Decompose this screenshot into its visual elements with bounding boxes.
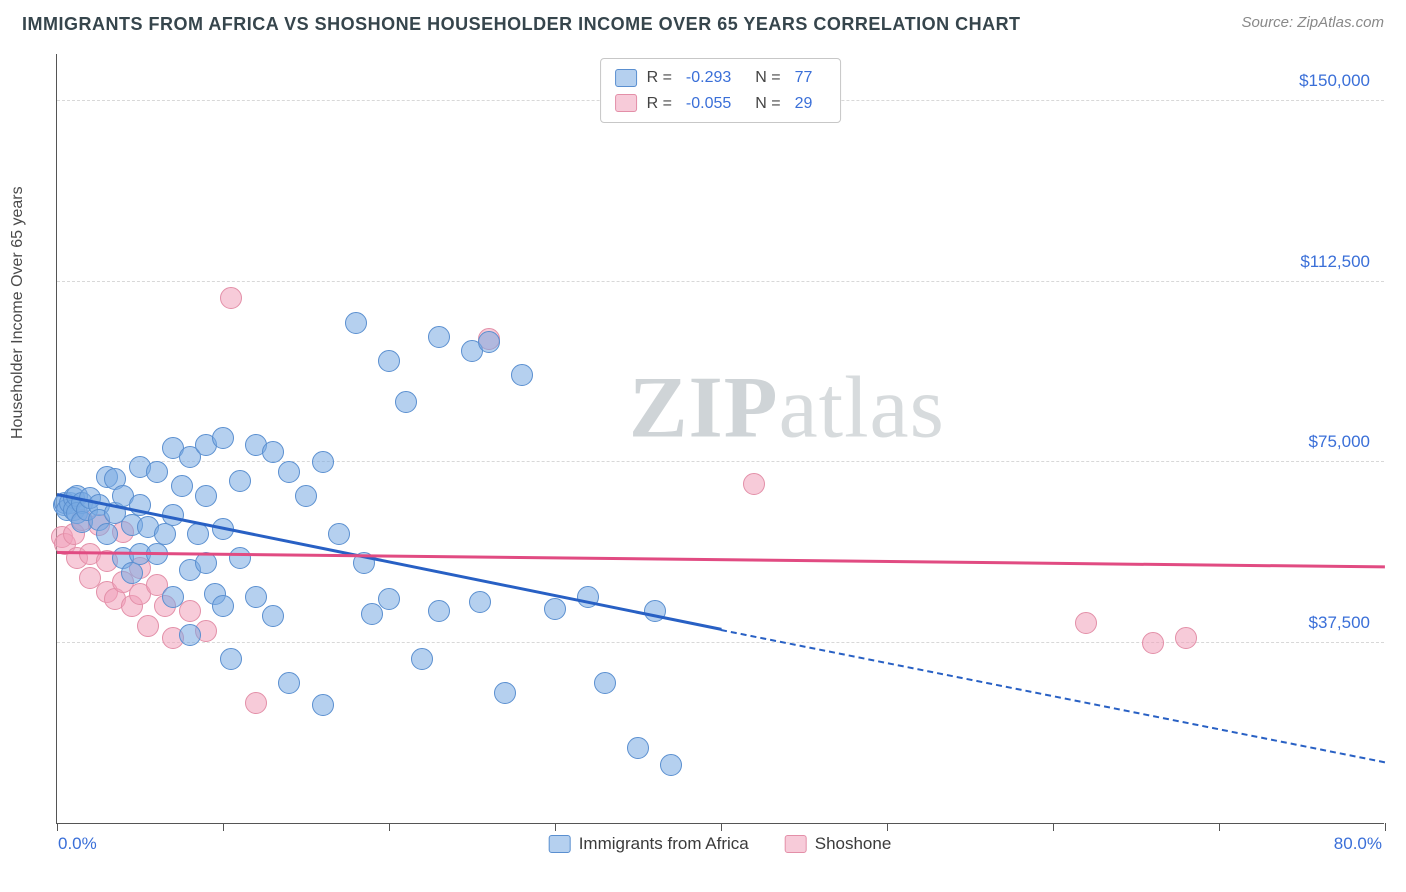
r-label-1: R = [647,65,672,91]
data-point [278,461,300,483]
data-point [428,326,450,348]
x-tick [721,823,722,831]
chart-container: Householder Income Over 65 years ZIPatla… [56,54,1384,824]
x-axis-max-label: 80.0% [1334,834,1382,854]
n-value-1: 77 [795,65,813,91]
watermark-bold: ZIP [629,359,779,456]
y-tick-label: $112,500 [1300,252,1370,272]
x-tick [223,823,224,831]
data-point [544,598,566,620]
data-point [245,692,267,714]
y-tick-label: $37,500 [1309,613,1370,633]
plot-area: ZIPatlas R = -0.293 N = 77 R = -0.055 N … [56,54,1384,824]
n-label-1: N = [755,65,780,91]
data-point [212,595,234,617]
data-point [212,427,234,449]
legend-label-series1: Immigrants from Africa [579,834,749,854]
data-point [511,364,533,386]
x-tick [1219,823,1220,831]
data-point [1075,612,1097,634]
data-point [220,648,242,670]
data-point [171,475,193,497]
series-legend: Immigrants from Africa Shoshone [549,834,892,854]
r-value-2: -0.055 [686,91,731,117]
legend-row-series1: R = -0.293 N = 77 [615,65,827,91]
data-point [312,451,334,473]
data-point [262,441,284,463]
data-point [627,737,649,759]
data-point [428,600,450,622]
data-point [411,648,433,670]
legend-item-series1: Immigrants from Africa [549,834,749,854]
correlation-legend: R = -0.293 N = 77 R = -0.055 N = 29 [600,58,842,123]
n-value-2: 29 [795,91,813,117]
n-label-2: N = [755,91,780,117]
data-point [220,287,242,309]
data-point [1142,632,1164,654]
data-point [96,523,118,545]
watermark: ZIPatlas [629,357,945,458]
data-point [1175,627,1197,649]
x-tick [57,823,58,831]
y-axis-title: Householder Income Over 65 years [9,186,27,439]
data-point [121,562,143,584]
data-point [262,605,284,627]
legend-row-series2: R = -0.055 N = 29 [615,91,827,117]
data-point [378,350,400,372]
legend-label-series2: Shoshone [815,834,892,854]
x-tick [389,823,390,831]
data-point [229,547,251,569]
regression-line [57,551,1385,568]
data-point [395,391,417,413]
data-point [743,473,765,495]
data-point [469,591,491,613]
data-point [378,588,400,610]
data-point [179,600,201,622]
swatch-series2-b [785,835,807,853]
regression-line-extrapolated [721,629,1385,763]
data-point [328,523,350,545]
y-tick-label: $75,000 [1309,432,1370,452]
data-point [594,672,616,694]
data-point [162,586,184,608]
data-point [146,461,168,483]
data-point [154,523,176,545]
data-point [137,615,159,637]
legend-item-series2: Shoshone [785,834,892,854]
swatch-series1-b [549,835,571,853]
data-point [229,470,251,492]
x-tick [1385,823,1386,831]
x-tick [1053,823,1054,831]
data-point [278,672,300,694]
data-point [312,694,334,716]
chart-title: IMMIGRANTS FROM AFRICA VS SHOSHONE HOUSE… [22,14,1021,35]
r-label-2: R = [647,91,672,117]
data-point [195,485,217,507]
gridline [57,281,1384,282]
watermark-light: atlas [779,359,945,456]
data-point [179,624,201,646]
data-point [478,331,500,353]
data-point [345,312,367,334]
data-point [494,682,516,704]
data-point [245,586,267,608]
data-point [195,552,217,574]
r-value-1: -0.293 [686,65,731,91]
data-point [295,485,317,507]
data-point [187,523,209,545]
x-tick [887,823,888,831]
x-axis-min-label: 0.0% [58,834,97,854]
data-point [660,754,682,776]
source-attribution: Source: ZipAtlas.com [1241,14,1384,31]
swatch-series1 [615,69,637,87]
swatch-series2 [615,94,637,112]
gridline [57,461,1384,462]
y-tick-label: $150,000 [1299,71,1370,91]
x-tick [555,823,556,831]
